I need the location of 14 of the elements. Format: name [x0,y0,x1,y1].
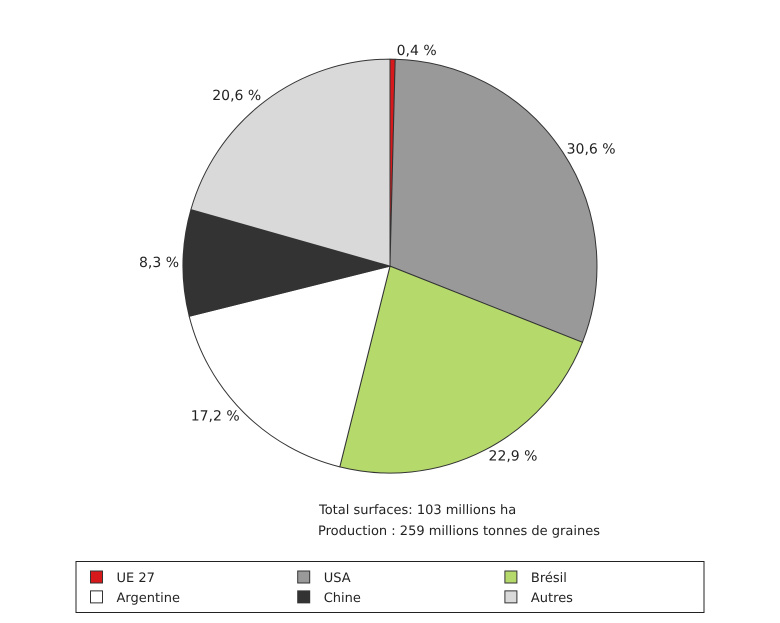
legend-label: Argentine [116,590,180,606]
data-label: 22,9 % [488,448,538,465]
legend-label: USA [324,571,351,586]
text: Production : 259 millions tonnes de graines [318,524,600,539]
data-label: 30,6 % [566,142,616,158]
data-label: 8,3 % [139,254,180,271]
data-label: 17,2 % [190,408,240,424]
legend-label: Brésil [530,571,567,586]
legend-label: Autres [530,590,574,606]
text: Total surfaces: 103 millions ha [318,503,516,518]
data-label: 0,4 % [396,43,437,60]
data-label: 20,6 % [212,88,262,104]
legend-label: UE 27 [116,571,155,586]
legend-label: Chine [324,590,361,606]
